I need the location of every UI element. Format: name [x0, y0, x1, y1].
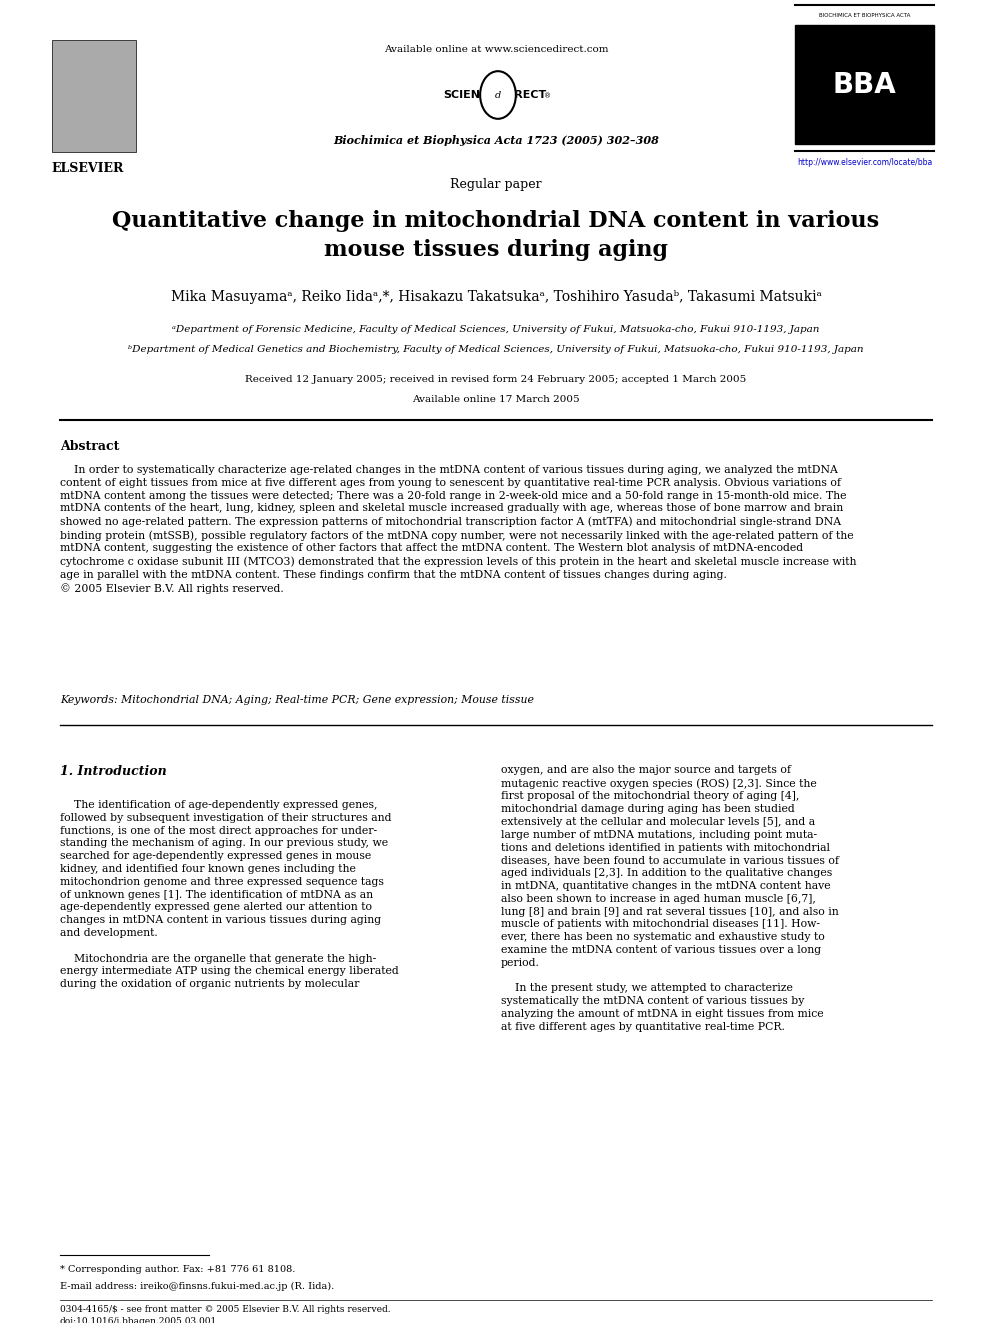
Text: BIOCHIMICA ET BIOPHYSICA ACTA: BIOCHIMICA ET BIOPHYSICA ACTA	[818, 13, 910, 19]
FancyBboxPatch shape	[52, 40, 136, 152]
Bar	[795, 25, 933, 144]
Text: ᵃDepartment of Forensic Medicine, Faculty of Medical Sciences, University of Fuk: ᵃDepartment of Forensic Medicine, Facult…	[173, 325, 819, 333]
Text: d: d	[495, 90, 501, 99]
Text: http://www.elsevier.com/locate/bba: http://www.elsevier.com/locate/bba	[797, 157, 932, 167]
Text: E-mail address: ireiko@finsns.fukui-med.ac.jp (R. Iida).: E-mail address: ireiko@finsns.fukui-med.…	[60, 1282, 334, 1291]
Text: Quantitative change in mitochondrial DNA content in various
mouse tissues during: Quantitative change in mitochondrial DNA…	[112, 210, 880, 261]
Text: 0304-4165/$ - see front matter © 2005 Elsevier B.V. All rights reserved.
doi:10.: 0304-4165/$ - see front matter © 2005 El…	[60, 1304, 391, 1323]
Text: ᵇDepartment of Medical Genetics and Biochemistry, Faculty of Medical Sciences, U: ᵇDepartment of Medical Genetics and Bioc…	[128, 345, 864, 355]
Text: Mika Masuyamaᵃ, Reiko Iidaᵃ,*, Hisakazu Takatsukaᵃ, Toshihiro Yasudaᵇ, Takasumi : Mika Masuyamaᵃ, Reiko Iidaᵃ,*, Hisakazu …	[171, 290, 821, 304]
Text: DIRECT: DIRECT	[501, 90, 547, 101]
Text: Abstract: Abstract	[60, 441, 119, 452]
Text: BBA: BBA	[832, 70, 897, 98]
Text: Regular paper: Regular paper	[450, 179, 542, 191]
Text: Received 12 January 2005; received in revised form 24 February 2005; accepted 1 : Received 12 January 2005; received in re…	[245, 374, 747, 384]
Text: ®: ®	[544, 93, 551, 99]
Text: oxygen, and are also the major source and targets of
mutagenic reactive oxygen s: oxygen, and are also the major source an…	[501, 765, 839, 1032]
Text: 1. Introduction: 1. Introduction	[60, 765, 167, 778]
Text: Available online 17 March 2005: Available online 17 March 2005	[413, 396, 579, 404]
Text: ELSEVIER: ELSEVIER	[52, 161, 124, 175]
Text: Keywords: Mitochondrial DNA; Aging; Real-time PCR; Gene expression; Mouse tissue: Keywords: Mitochondrial DNA; Aging; Real…	[60, 695, 534, 705]
Text: Available online at www.sciencedirect.com: Available online at www.sciencedirect.co…	[384, 45, 608, 54]
Text: The identification of age-dependently expressed genes,
followed by subsequent in: The identification of age-dependently ex…	[60, 800, 399, 990]
Text: SCIENCE: SCIENCE	[443, 90, 496, 101]
Circle shape	[480, 71, 516, 119]
Text: * Corresponding author. Fax: +81 776 61 8108.: * Corresponding author. Fax: +81 776 61 …	[60, 1265, 296, 1274]
Text: In order to systematically characterize age-related changes in the mtDNA content: In order to systematically characterize …	[60, 464, 856, 594]
Text: Biochimica et Biophysica Acta 1723 (2005) 302–308: Biochimica et Biophysica Acta 1723 (2005…	[333, 135, 659, 146]
